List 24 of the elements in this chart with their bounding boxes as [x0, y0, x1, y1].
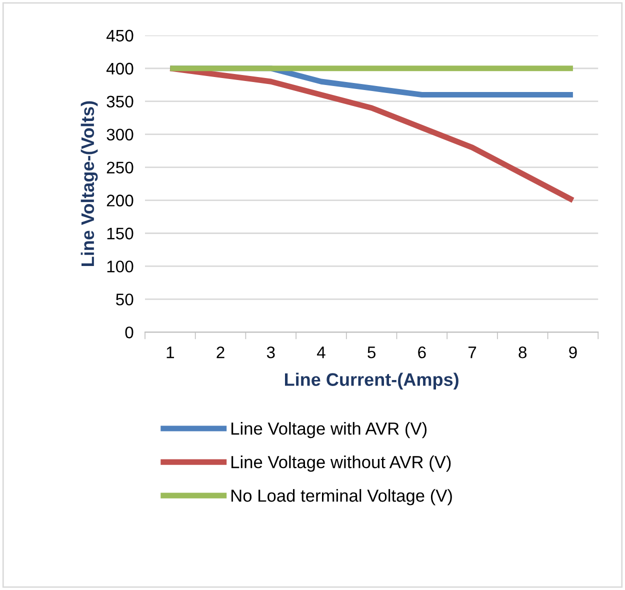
y-tick-label: 150 [107, 228, 134, 240]
y-tick-label: 300 [106, 128, 134, 141]
legend-label: No Load terminal Voltage (V) [231, 489, 452, 506]
x-tick-label: 9 [569, 346, 577, 358]
x-tick-label: 6 [418, 346, 426, 358]
y-tick-label: 0 [125, 326, 134, 338]
x-tick-label: 1 [166, 346, 174, 358]
y-tick-label: 250 [106, 162, 134, 174]
x-tick-label: 5 [368, 346, 376, 358]
y-axis-title: Line Voltage-(Volts) [80, 101, 98, 266]
y-tick-label: 200 [106, 194, 134, 206]
x-tick-label: 7 [468, 346, 476, 358]
legend-label: Line Voltage without AVR (V) [231, 456, 451, 472]
x-tick-label: 2 [216, 346, 224, 358]
x-tick-label: 3 [266, 346, 275, 358]
x-tick-label: 8 [518, 346, 527, 358]
y-tick-label: 350 [106, 96, 134, 108]
y-tick-label: 50 [116, 294, 134, 306]
legend-label: Line Voltage with AVR (V) [231, 422, 427, 438]
x-axis-title: Line Current-(Amps) [285, 372, 458, 390]
y-tick-label: 450 [106, 30, 134, 42]
y-tick-label: 400 [106, 62, 134, 75]
x-tick-label: 4 [316, 346, 326, 358]
y-tick-label: 100 [107, 260, 134, 272]
